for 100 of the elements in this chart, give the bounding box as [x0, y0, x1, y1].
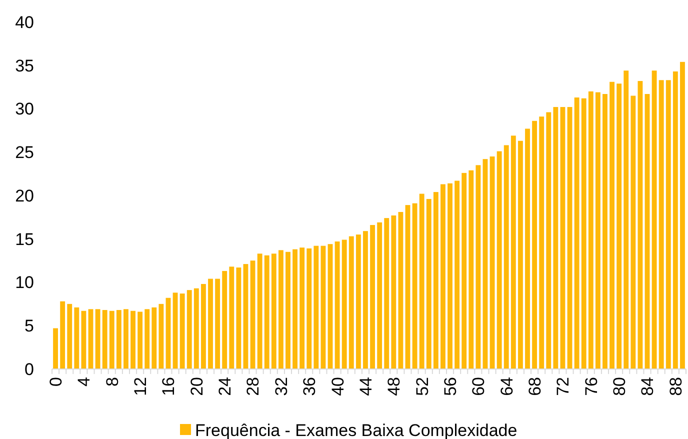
- bar: [158, 304, 164, 369]
- bar: [610, 82, 614, 369]
- bar: [172, 292, 178, 369]
- bar: [264, 255, 270, 369]
- bar: [426, 198, 432, 369]
- y-tick-label: 20: [15, 186, 34, 206]
- bar: [222, 270, 228, 369]
- bar: [398, 212, 404, 369]
- bar: [257, 254, 262, 369]
- bar: [102, 310, 108, 369]
- bar: [229, 266, 234, 369]
- x-tick-label: 56: [440, 377, 460, 396]
- bar: [320, 246, 326, 369]
- x-tick-label: 68: [525, 377, 544, 396]
- y-tick-label: 10: [15, 273, 34, 292]
- x-tick-label: 72: [554, 377, 573, 396]
- bar: [306, 248, 312, 369]
- bar: [186, 290, 192, 369]
- bar: [60, 301, 66, 369]
- bar: [574, 97, 580, 369]
- x-tick-label: 48: [384, 377, 404, 396]
- bar: [124, 309, 128, 369]
- bar: [560, 107, 566, 369]
- bar: [476, 165, 481, 369]
- bar: [334, 241, 340, 369]
- y-tick-label: 30: [15, 100, 34, 119]
- y-tick-label: 40: [15, 12, 34, 32]
- bar: [348, 236, 354, 369]
- bar: [130, 310, 136, 369]
- bar: [116, 310, 122, 369]
- bar: [490, 156, 495, 369]
- bar: [292, 249, 298, 369]
- x-tick-label: 8: [102, 377, 122, 386]
- bar: [624, 70, 629, 369]
- bar: [300, 248, 305, 369]
- bar: [504, 145, 509, 369]
- bar: [462, 172, 467, 369]
- bar: [448, 183, 452, 369]
- bar: [652, 70, 657, 369]
- bar: [616, 84, 622, 369]
- bar: [567, 107, 572, 369]
- bar: [286, 252, 290, 369]
- bar: [468, 170, 474, 369]
- bar: [81, 310, 86, 369]
- bar: [440, 184, 446, 369]
- y-tick-label: 15: [15, 230, 34, 249]
- bar: [482, 159, 488, 369]
- x-tick-label: 20: [187, 377, 206, 396]
- bar: [433, 192, 438, 369]
- bar: [243, 264, 248, 369]
- bar: [215, 278, 220, 369]
- bar: [454, 180, 460, 369]
- x-tick-label: 28: [244, 377, 263, 396]
- bar: [405, 205, 410, 369]
- bar: [595, 92, 600, 369]
- bar: [518, 140, 523, 369]
- x-tick-label: 24: [216, 377, 235, 396]
- bar: [152, 307, 157, 369]
- bar: [672, 71, 678, 369]
- bar: [391, 215, 396, 369]
- bar: [553, 107, 558, 369]
- bar: [644, 94, 650, 369]
- bar: [588, 91, 594, 369]
- x-tick-label: 76: [582, 377, 601, 396]
- bar: [166, 298, 171, 369]
- bar: [680, 62, 685, 369]
- y-tick-label: 5: [24, 316, 34, 336]
- bar: [208, 278, 213, 369]
- bar: [250, 260, 256, 369]
- bar: [539, 116, 544, 369]
- x-tick-label: 80: [610, 377, 630, 396]
- bar: [53, 328, 58, 369]
- bar: [658, 80, 664, 369]
- bar: [194, 288, 199, 369]
- bar: [271, 254, 276, 369]
- bar: [638, 80, 643, 369]
- x-tick-label: 88: [666, 377, 686, 396]
- bar: [377, 222, 382, 369]
- bar: [67, 304, 72, 369]
- bar: [546, 112, 552, 369]
- bar: [278, 250, 284, 369]
- x-tick-label: 32: [272, 377, 291, 396]
- bar: [581, 98, 586, 369]
- x-tick-label: 44: [356, 377, 376, 396]
- bar: [370, 224, 375, 369]
- bar: [363, 231, 368, 369]
- bar: [532, 120, 538, 369]
- bar: [342, 240, 347, 369]
- bar: [200, 284, 206, 369]
- y-tick-label: 25: [15, 143, 34, 162]
- x-tick-label: 0: [46, 377, 66, 386]
- bar: [666, 80, 671, 369]
- bar: [138, 312, 143, 369]
- bar: [419, 194, 424, 369]
- bar: [95, 309, 100, 369]
- bar: [144, 309, 150, 369]
- bar: [525, 128, 530, 369]
- bar: [74, 307, 80, 369]
- x-tick-label: 64: [497, 377, 516, 396]
- bar: [109, 310, 114, 369]
